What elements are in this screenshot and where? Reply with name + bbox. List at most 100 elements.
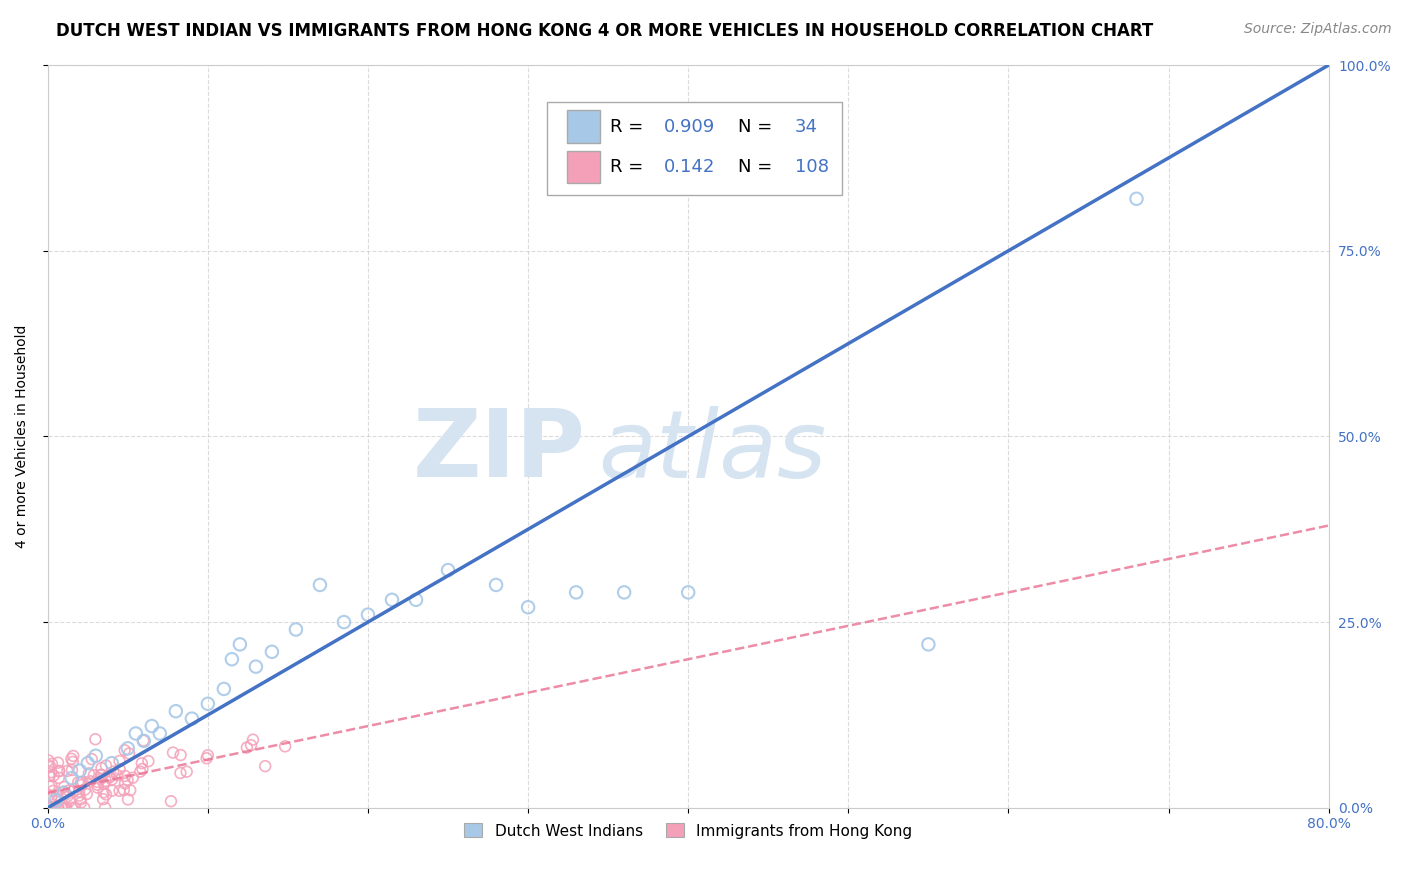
Point xyxy=(52,784,75,798)
Point xyxy=(108,762,131,776)
Text: Source: ZipAtlas.com: Source: ZipAtlas.com xyxy=(1244,22,1392,37)
Point xyxy=(60,752,83,766)
Point xyxy=(55,788,77,802)
Point xyxy=(62,784,84,798)
Point xyxy=(101,772,124,787)
Point xyxy=(39,801,62,815)
Point xyxy=(245,659,267,673)
Point xyxy=(108,784,131,798)
Point xyxy=(94,801,117,815)
Point xyxy=(39,789,62,804)
Point xyxy=(221,652,243,666)
Point xyxy=(39,801,62,815)
Point xyxy=(76,787,98,801)
Point xyxy=(39,760,62,774)
Point xyxy=(38,769,60,783)
Point xyxy=(90,761,112,775)
Point xyxy=(149,726,172,740)
Point xyxy=(117,792,139,806)
Point xyxy=(274,739,297,754)
Point xyxy=(242,732,264,747)
Point xyxy=(79,774,101,789)
Point xyxy=(77,766,100,780)
Point xyxy=(485,578,508,592)
Point xyxy=(56,764,79,778)
Point xyxy=(162,746,184,760)
Point xyxy=(84,732,107,747)
Point xyxy=(284,623,307,637)
Point xyxy=(51,801,73,815)
Point xyxy=(73,782,96,797)
Point xyxy=(118,747,141,761)
Point xyxy=(46,800,69,814)
Point xyxy=(83,768,105,782)
Point xyxy=(381,592,404,607)
Point xyxy=(46,801,69,815)
Point xyxy=(91,792,114,806)
Point xyxy=(309,578,332,592)
Text: atlas: atlas xyxy=(599,406,827,497)
Point xyxy=(125,726,148,740)
Point xyxy=(84,748,107,763)
Point xyxy=(48,764,70,778)
Point xyxy=(676,585,699,599)
Point xyxy=(333,615,356,629)
Point xyxy=(117,741,139,756)
Point xyxy=(195,751,218,765)
Point xyxy=(60,763,83,777)
Point xyxy=(90,768,112,782)
Point xyxy=(62,755,84,769)
Point xyxy=(48,801,70,815)
Point xyxy=(72,774,94,789)
Point xyxy=(53,801,76,815)
Point xyxy=(45,793,67,807)
Point xyxy=(165,704,187,718)
Point xyxy=(94,773,117,788)
Point xyxy=(357,607,380,622)
Point xyxy=(120,783,142,797)
Text: 34: 34 xyxy=(794,118,817,136)
Point xyxy=(437,563,460,577)
Point xyxy=(565,585,588,599)
Point xyxy=(93,785,115,799)
Point xyxy=(180,712,202,726)
Text: R =: R = xyxy=(610,158,650,176)
Point xyxy=(132,733,155,747)
Point xyxy=(67,784,90,798)
Point xyxy=(70,778,93,792)
Point xyxy=(108,754,131,768)
Point xyxy=(131,756,153,771)
Point xyxy=(69,792,91,806)
Point xyxy=(37,758,59,772)
Point xyxy=(37,754,59,768)
Point xyxy=(42,784,65,798)
Point xyxy=(138,754,160,768)
Point xyxy=(98,768,121,782)
Point xyxy=(101,783,124,797)
Point xyxy=(86,778,108,792)
Text: 108: 108 xyxy=(794,158,828,176)
Point xyxy=(70,775,93,789)
Point xyxy=(46,789,69,803)
Point xyxy=(1125,192,1147,206)
Point xyxy=(42,768,65,782)
Point xyxy=(132,734,155,748)
Point xyxy=(114,776,136,790)
Point xyxy=(58,783,80,797)
Point xyxy=(38,779,60,793)
Point xyxy=(254,759,277,773)
Point xyxy=(197,748,219,763)
Point xyxy=(517,600,540,615)
Point xyxy=(89,772,111,786)
Text: 0.909: 0.909 xyxy=(664,118,716,136)
Point xyxy=(48,771,70,785)
Point xyxy=(141,719,163,733)
Text: 0.142: 0.142 xyxy=(664,158,716,176)
Point xyxy=(63,801,86,815)
Point xyxy=(613,585,636,599)
Point xyxy=(229,637,252,651)
FancyBboxPatch shape xyxy=(567,111,600,143)
Point xyxy=(86,780,108,795)
Point xyxy=(169,747,191,762)
Point xyxy=(212,681,235,696)
